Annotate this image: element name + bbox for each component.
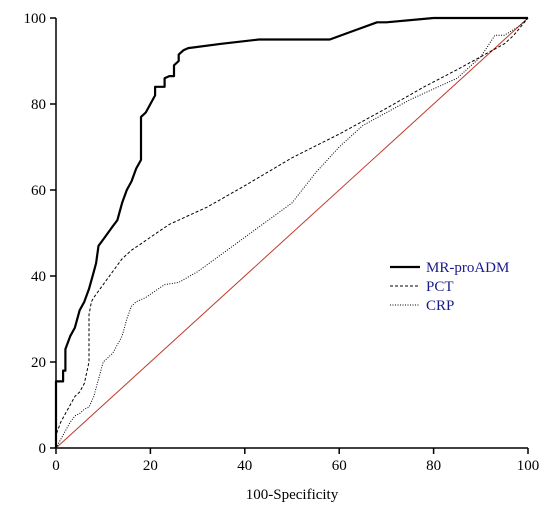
y-tick-label: 0 <box>39 441 47 457</box>
legend-label-crp: CRP <box>426 298 454 314</box>
series-layer <box>54 16 529 449</box>
x-axis-title: 100-Specificity <box>246 487 339 503</box>
legend-label-mr-proadm: MR-proADM <box>426 260 509 276</box>
x-tick-label: 80 <box>426 458 441 474</box>
series-line-pct <box>55 17 529 448</box>
legend-label-pct: PCT <box>426 279 454 295</box>
y-tick-label: 100 <box>24 11 47 27</box>
series-line-mr-proadm <box>54 16 528 448</box>
y-tick-label: 60 <box>31 183 46 199</box>
y-tick-label: 80 <box>31 97 46 113</box>
y-tick-label: 40 <box>31 269 46 285</box>
y-ticks: 0 20 40 60 80 100 <box>24 11 56 457</box>
x-tick-label: 0 <box>52 458 60 474</box>
legend: MR-proADM PCT CRP <box>390 260 509 314</box>
x-tick-label: 40 <box>237 458 252 474</box>
x-tick-label: 20 <box>143 458 158 474</box>
series-line-reference <box>55 17 529 449</box>
x-tick-label: 100 <box>517 458 540 474</box>
y-tick-label: 20 <box>31 355 46 371</box>
axes <box>55 18 528 449</box>
x-tick-label: 60 <box>332 458 347 474</box>
x-ticks: 0 20 40 60 80 100 <box>52 448 539 474</box>
